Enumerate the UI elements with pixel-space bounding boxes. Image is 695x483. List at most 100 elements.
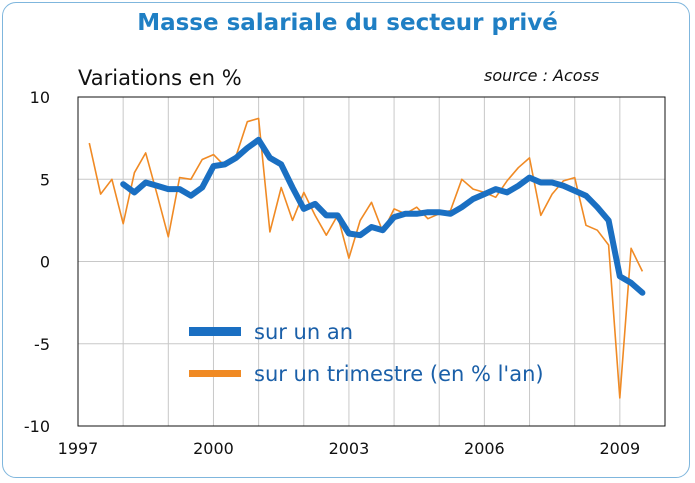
data-point-annual xyxy=(494,188,497,191)
data-point-quarterly xyxy=(618,397,621,400)
legend-swatch-annual xyxy=(189,327,241,336)
data-point-annual xyxy=(189,194,192,197)
data-point-annual xyxy=(370,225,373,228)
series-line-quarterly xyxy=(88,117,644,399)
data-point-annual xyxy=(122,183,125,186)
data-point-quarterly xyxy=(314,214,317,217)
chart-title: Masse salariale du secteur privé xyxy=(137,10,558,36)
data-point-quarterly xyxy=(156,193,159,196)
data-point-annual xyxy=(505,191,508,194)
data-point-annual xyxy=(268,156,271,159)
data-point-quarterly xyxy=(201,158,204,161)
data-point-quarterly xyxy=(167,235,170,238)
data-point-quarterly xyxy=(235,155,238,158)
data-point-annual xyxy=(517,184,520,187)
data-point-annual xyxy=(472,197,475,200)
data-point-quarterly xyxy=(347,257,350,260)
data-point-quarterly xyxy=(596,229,599,232)
data-point-quarterly xyxy=(336,214,339,217)
legend: sur un an sur un trimestre (en % l'an) xyxy=(189,320,544,386)
data-point-quarterly xyxy=(517,166,520,169)
data-point-annual xyxy=(539,181,542,184)
data-point-quarterly xyxy=(483,191,486,194)
data-point-annual xyxy=(641,291,644,294)
x-tick-label: 2000 xyxy=(193,439,234,458)
data-point-annual xyxy=(167,188,170,191)
data-point-annual xyxy=(280,163,283,166)
data-point-quarterly xyxy=(99,193,102,196)
data-point-quarterly xyxy=(630,247,633,250)
data-point-annual xyxy=(133,191,136,194)
data-point-annual xyxy=(573,189,576,192)
data-point-annual xyxy=(584,194,587,197)
data-point-annual xyxy=(347,232,350,235)
data-point-quarterly xyxy=(438,212,441,215)
data-point-quarterly xyxy=(641,270,644,273)
data-point-quarterly xyxy=(460,178,463,181)
data-point-annual xyxy=(144,181,147,184)
data-point-annual xyxy=(291,186,294,189)
y-tick-label: 0 xyxy=(40,253,50,272)
data-point-quarterly xyxy=(381,230,384,233)
data-point-quarterly xyxy=(122,222,125,225)
data-point-quarterly xyxy=(110,178,113,181)
data-point-annual xyxy=(630,281,633,284)
data-point-quarterly xyxy=(426,217,429,220)
data-point-annual xyxy=(201,186,204,189)
data-point-quarterly xyxy=(551,193,554,196)
y-axis-label: Variations en % xyxy=(78,66,242,90)
data-point-quarterly xyxy=(607,244,610,247)
data-point-quarterly xyxy=(393,207,396,210)
data-point-annual xyxy=(393,216,396,219)
data-point-annual xyxy=(325,214,328,217)
y-tick-label: -10 xyxy=(24,417,50,436)
legend-swatch-quarterly xyxy=(189,370,241,377)
data-point-quarterly xyxy=(404,212,407,215)
data-point-quarterly xyxy=(562,179,565,182)
plot-area xyxy=(77,96,666,427)
data-point-annual xyxy=(257,138,260,141)
data-point-quarterly xyxy=(494,196,497,199)
data-point-annual xyxy=(302,207,305,210)
data-point-quarterly xyxy=(325,234,328,237)
data-point-annual xyxy=(415,212,418,215)
data-point-quarterly xyxy=(257,117,260,120)
data-point-annual xyxy=(551,181,554,184)
chart-frame xyxy=(2,2,690,478)
data-point-quarterly xyxy=(268,230,271,233)
data-point-quarterly xyxy=(528,156,531,159)
data-point-quarterly xyxy=(359,219,362,222)
data-point-annual xyxy=(596,206,599,209)
y-tick-label: 10 xyxy=(30,88,50,107)
data-point-quarterly xyxy=(449,209,452,212)
data-point-quarterly xyxy=(472,188,475,191)
data-point-annual xyxy=(314,202,317,205)
data-point-quarterly xyxy=(133,171,136,174)
x-tick-label: 2009 xyxy=(599,439,640,458)
data-point-annual xyxy=(156,184,159,187)
data-point-quarterly xyxy=(280,186,283,189)
x-tick-labels: 1997 2000 2003 2006 2009 xyxy=(58,439,641,458)
data-point-annual xyxy=(359,234,362,237)
y-tick-label: 5 xyxy=(40,170,50,189)
y-tick-label: -5 xyxy=(34,335,50,354)
x-tick-label: 2003 xyxy=(329,439,370,458)
data-point-quarterly xyxy=(246,120,249,123)
data-point-quarterly xyxy=(189,178,192,181)
x-tick-label: 1997 xyxy=(58,439,99,458)
data-point-annual xyxy=(178,188,181,191)
series-line-annual xyxy=(120,136,646,296)
data-point-quarterly xyxy=(584,224,587,227)
x-tick-label: 2006 xyxy=(464,439,505,458)
data-point-quarterly xyxy=(178,176,181,179)
data-point-annual xyxy=(246,146,249,149)
legend-label-annual: sur un an xyxy=(254,320,353,344)
data-point-annual xyxy=(528,176,531,179)
data-point-annual xyxy=(426,211,429,214)
data-point-annual xyxy=(562,184,565,187)
data-point-quarterly xyxy=(212,153,215,156)
data-point-quarterly xyxy=(291,219,294,222)
data-point-quarterly xyxy=(505,179,508,182)
data-point-quarterly xyxy=(144,151,147,154)
